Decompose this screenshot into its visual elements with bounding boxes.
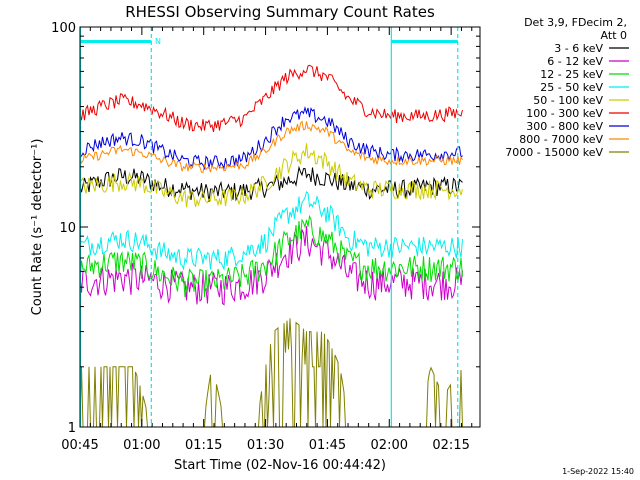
series-layer — [79, 64, 463, 428]
y-tick-label: 1 — [68, 421, 76, 436]
top-marker-bar — [391, 40, 458, 43]
marker-flag-label: N — [155, 37, 161, 46]
x-tick-label: 01:00 — [123, 438, 160, 453]
legend-entry-label: 7000 - 15000 keV — [505, 146, 603, 159]
legend-entry-label: 50 - 100 keV — [533, 94, 603, 107]
x-tick-label: 02:15 — [432, 438, 469, 453]
y-tick-label: 10 — [59, 221, 76, 236]
y-axis-label: Count Rate (s⁻¹ detector⁻¹) — [30, 139, 45, 316]
legend-entry-label: 3 - 6 keV — [554, 42, 603, 55]
x-axis-label: Start Time (02-Nov-16 00:44:42) — [174, 458, 386, 473]
footer-date: 1-Sep-2022 15:40 — [562, 467, 634, 476]
legend-header-line-1: Det 3,9, FDecim 2, — [524, 16, 627, 29]
series-line-300-800-kev — [79, 105, 463, 170]
legend-entry-label: 100 - 300 keV — [526, 107, 603, 120]
legend-entry-label: 12 - 25 keV — [540, 68, 603, 81]
series-line-100-300-kev — [79, 64, 463, 133]
x-tick-label: 01:15 — [185, 438, 222, 453]
top-marker-bar — [80, 40, 152, 43]
legend-entry-label: 6 - 12 keV — [547, 55, 603, 68]
series-line-25-50-kev — [79, 190, 463, 271]
x-tick-label: 01:30 — [247, 438, 284, 453]
x-tick-label: 02:00 — [371, 438, 408, 453]
legend-entry-label: 300 - 800 keV — [526, 120, 603, 133]
series-line-12-25-kev — [79, 214, 463, 298]
tick-layer: 00:45 01:00 01:15 01:30 01:45 02:00 02:15 1 10 10… — [51, 21, 480, 453]
legend-entry-label: 800 - 7000 keV — [519, 133, 603, 146]
legend-header-line-2: Att 0 — [601, 29, 627, 42]
x-tick-label: 00:45 — [61, 438, 98, 453]
y-tick-label: 100 — [51, 21, 76, 36]
legend-entry-label: 25 - 50 keV — [540, 81, 603, 94]
series-line-800-7000-kev — [79, 120, 463, 173]
chart-title: RHESSI Observing Summary Count Rates — [125, 3, 435, 21]
x-tick-label: 01:45 — [309, 438, 346, 453]
series-line-50-100-kev — [79, 143, 463, 208]
